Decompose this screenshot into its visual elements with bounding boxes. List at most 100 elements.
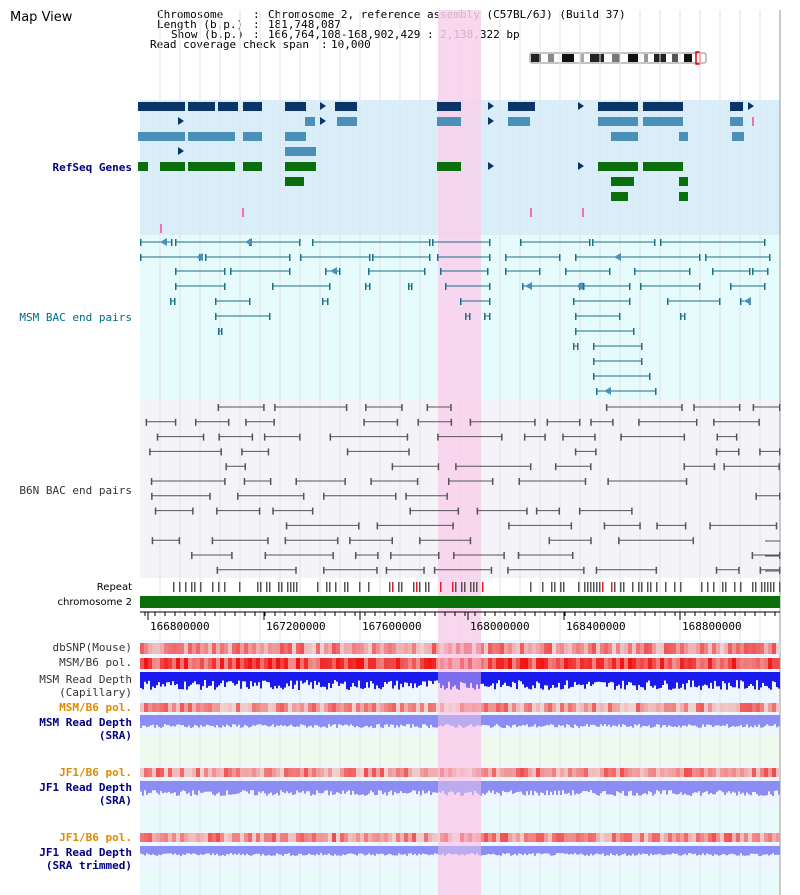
msm-b6-pol-heat-cell bbox=[424, 658, 428, 669]
jf1-b6-pol-heat-cell bbox=[636, 768, 640, 777]
msm-bac-end bbox=[327, 298, 329, 305]
dbsnp-heat-cell bbox=[612, 643, 616, 654]
msm-sra-depth-bar bbox=[322, 715, 324, 727]
msm-capillary-depth-bar bbox=[162, 672, 164, 685]
msm-capillary-depth-bar bbox=[606, 672, 608, 687]
jf1-sra-depth-bar bbox=[698, 781, 700, 792]
jf1-trimmed-depth-bar bbox=[512, 846, 514, 855]
jf1-sra-depth-bar bbox=[488, 781, 490, 791]
msm-b6-pol-2-heat-cell bbox=[720, 703, 724, 712]
jf1-trimmed-depth-bar bbox=[602, 846, 604, 854]
jf1-sra-depth-bar bbox=[256, 781, 258, 796]
jf1-sra-depth-bar bbox=[380, 781, 382, 791]
b6n-bac-end bbox=[365, 404, 367, 411]
msm-b6-pol-heat-cell bbox=[492, 658, 496, 669]
jf1-sra-depth-bar bbox=[274, 781, 276, 795]
jf1-b6-pol-2-heat-cell bbox=[676, 833, 680, 842]
jf1-b6-pol-heat-cell bbox=[496, 768, 500, 777]
msm-bac-arrow bbox=[744, 297, 751, 305]
jf1-trimmed-depth-bar bbox=[490, 846, 492, 855]
msm-capillary-depth-bar bbox=[774, 672, 776, 683]
repeat-mark bbox=[725, 582, 727, 592]
jf1-sra-depth-bar bbox=[642, 781, 644, 794]
msm-b6-pol-heat-cell bbox=[632, 658, 636, 669]
jf1-trimmed-depth-bar bbox=[666, 846, 668, 855]
jf1-b6-pol-2-heat-cell bbox=[272, 833, 276, 842]
jf1-sra-depth-bar bbox=[492, 781, 494, 791]
msm-capillary-depth-bar bbox=[328, 672, 330, 684]
chromosome-ideogram[interactable] bbox=[528, 50, 714, 66]
msm-bac-end bbox=[575, 254, 577, 261]
jf1-trimmed-depth-bar bbox=[672, 846, 674, 854]
msm-b6-pol-2-heat-cell bbox=[204, 703, 208, 712]
jf1-sra-depth-bar bbox=[316, 781, 318, 791]
dbsnp-heat-cell bbox=[192, 643, 196, 654]
jf1-b6-pol-2-heat-cell bbox=[468, 833, 472, 842]
jf1-b6-pol-2-heat-cell bbox=[192, 833, 196, 842]
msm-capillary-depth-bar bbox=[230, 672, 232, 682]
msm-bac-end bbox=[175, 283, 177, 290]
msm-b6-pol-heat-cell bbox=[604, 658, 608, 669]
jf1-trimmed-depth-bar bbox=[538, 846, 540, 854]
jf1-trimmed-depth-bar bbox=[774, 846, 776, 855]
jf1-b6-pol-heat-cell bbox=[724, 768, 728, 777]
b6n-bac-end bbox=[345, 404, 348, 411]
msm-capillary-depth-bar bbox=[682, 672, 684, 684]
jf1-b6-pol-heat-cell bbox=[408, 768, 412, 777]
dbsnp-heat-cell bbox=[464, 643, 468, 654]
jf1-sra-depth-bar bbox=[608, 781, 610, 795]
jf1-b6-pol-2-heat-cell bbox=[688, 833, 692, 842]
dbsnp-heat-cell bbox=[712, 643, 716, 654]
msm-sra-depth-bar bbox=[282, 715, 284, 727]
msm-sra-depth-bar bbox=[656, 715, 658, 725]
jf1-trimmed-depth-bar bbox=[284, 846, 286, 854]
msm-capillary-depth-bar bbox=[146, 672, 148, 684]
msm-sra-depth-bar bbox=[694, 715, 696, 726]
jf1-sra-depth-bar bbox=[704, 781, 706, 792]
jf1-sra-depth-bar bbox=[618, 781, 620, 793]
jf1-sra-depth-bar bbox=[654, 781, 656, 794]
jf1-trimmed-depth-bar bbox=[244, 846, 246, 856]
b6n-bac-end bbox=[272, 507, 274, 515]
msm-sra-depth-bar bbox=[236, 715, 238, 727]
msm-sra-depth-bar bbox=[182, 715, 184, 726]
msm-sra-depth-bar bbox=[776, 715, 778, 728]
jf1-b6-pol-heat-cell bbox=[396, 768, 400, 777]
msm-capillary-depth-bar bbox=[616, 672, 618, 686]
msm-sra-depth-bar bbox=[220, 715, 222, 728]
msm-capillary-depth-bar bbox=[324, 672, 326, 687]
msm-capillary-depth-bar bbox=[588, 672, 590, 682]
jf1-sra-depth-bar bbox=[560, 781, 562, 796]
msm-sra-depth-bar bbox=[578, 715, 580, 728]
msm-bac-end bbox=[325, 268, 327, 275]
dbsnp-heat-cell bbox=[672, 643, 676, 654]
jf1-b6-pol-2-heat-cell bbox=[564, 833, 568, 842]
jf1-trimmed-depth-bar bbox=[592, 846, 594, 856]
jf1-trimmed-depth-bar bbox=[624, 846, 626, 854]
jf1-sra-depth-bar bbox=[494, 781, 496, 795]
jf1-trimmed-depth-bar bbox=[744, 846, 746, 856]
jf1-b6-pol-2-heat-cell bbox=[216, 833, 220, 842]
msm-bac-end bbox=[170, 298, 172, 305]
jf1-sra-depth-bar bbox=[368, 781, 370, 794]
b6n-bac-end bbox=[684, 522, 687, 530]
b6n-bac-end bbox=[450, 418, 453, 426]
msm-b6-pol-heat-cell bbox=[688, 658, 692, 669]
msm-capillary-depth-bar bbox=[604, 672, 606, 683]
jf1-trimmed-depth-bar bbox=[526, 846, 528, 856]
msm-sra-depth-bar bbox=[542, 715, 544, 727]
jf1-b6-pol-heat-cell bbox=[628, 768, 632, 777]
jf1-b6-pol-heat-cell bbox=[596, 768, 600, 777]
msm-bac-end bbox=[649, 373, 651, 380]
jf1-sra-depth-bar bbox=[504, 781, 506, 792]
jf1-trimmed-depth-bar bbox=[312, 846, 314, 855]
msm-sra-depth-bar bbox=[504, 715, 506, 728]
jf1-sra-depth-bar bbox=[168, 781, 170, 792]
msm-capillary-depth-bar bbox=[688, 672, 690, 681]
msm-capillary-depth-bar bbox=[358, 672, 360, 681]
jf1-trimmed-depth-bar bbox=[752, 846, 754, 854]
repeat-mark bbox=[416, 582, 418, 592]
msm-sra-depth-bar bbox=[492, 715, 494, 728]
msm-sra-depth-bar bbox=[212, 715, 214, 726]
